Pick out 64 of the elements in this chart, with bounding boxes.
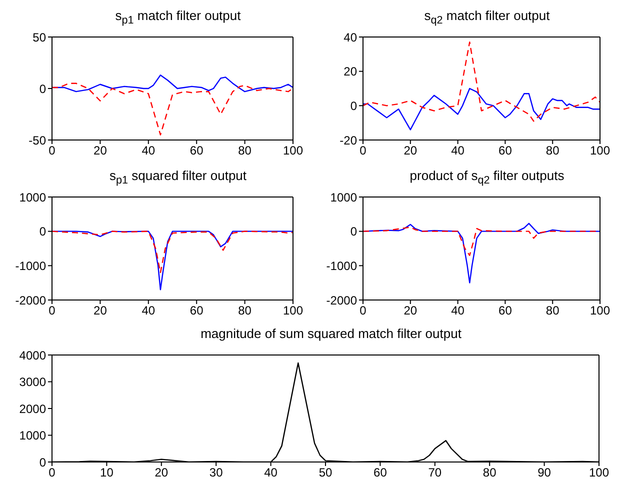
line-series [363,88,600,130]
y-tick-label: -1000 [15,258,46,273]
chart-title: magnitude of sum squared match filter output [200,326,462,343]
x-tick-label: 30 [209,466,224,480]
y-tick-label: 2000 [19,402,46,416]
x-tick-label: 10 [100,466,114,480]
x-tick-label: 100 [588,466,610,480]
y-tick-label: 1000 [330,190,358,204]
x-tick-label: 80 [546,144,560,158]
x-tick-label: 60 [374,466,388,480]
x-tick-label: 80 [546,304,560,318]
y-tick-label: 4000 [19,348,46,362]
x-tick-label: 0 [360,304,367,318]
line-series [52,230,293,290]
y-tick-label: 3000 [19,375,46,390]
x-tick-label: 100 [282,144,304,158]
y-tick-label: 1000 [19,190,46,204]
chart-title: s$_{p1}$ squared filter output [108,168,248,189]
x-tick-label: 100 [590,144,610,158]
x-tick-label: 0 [48,144,56,158]
y-tick-label: 1000 [19,428,46,443]
x-tick-label: 20 [94,304,108,318]
y-tick-label: 40 [344,30,358,44]
x-tick-label: 70 [428,466,442,480]
y-tick-label: 0 [39,82,46,96]
y-tick-label: -2000 [326,293,358,308]
line-series [363,42,600,122]
x-tick-label: 40 [451,304,465,318]
chart-title: product of s$_{q2}$ filter outputs [408,168,566,189]
y-tick-label: 0 [350,98,358,113]
x-tick-label: 0 [48,466,56,480]
chart-title: s$_{q2}$ match filter output [423,8,551,29]
x-tick-label: 100 [590,304,610,318]
chart-title: s$_{p1}$ match filter output [114,8,242,29]
x-tick-label: 80 [482,466,497,480]
x-tick-label: 0 [48,304,56,318]
y-tick-label: 0 [39,455,46,470]
y-tick-label: -20 [340,133,358,148]
x-tick-label: 80 [238,304,252,318]
x-tick-label: 20 [404,144,418,158]
x-tick-label: 60 [498,144,512,158]
y-tick-label: 50 [32,30,46,44]
x-tick-label: 90 [538,466,552,480]
y-tick-label: 0 [39,224,46,239]
y-tick-label: 0 [350,224,358,239]
y-tick-label: 20 [344,64,358,79]
x-tick-label: 100 [282,304,304,318]
x-tick-label: 60 [190,304,204,318]
x-tick-label: 0 [360,144,367,158]
x-tick-label: 80 [238,144,252,158]
x-tick-label: 60 [190,144,204,158]
line-series [52,230,293,274]
y-tick-label: -1000 [326,258,358,273]
x-tick-label: 20 [404,304,418,318]
x-tick-label: 60 [498,304,512,318]
x-tick-label: 40 [451,144,465,158]
y-tick-label: -50 [28,133,46,148]
x-tick-label: 20 [154,466,168,480]
x-tick-label: 40 [142,144,156,158]
y-tick-label: -2000 [15,293,46,308]
x-tick-label: 20 [94,144,108,158]
line-series [52,82,293,136]
x-tick-label: 40 [142,304,156,318]
x-tick-label: 40 [264,466,278,480]
